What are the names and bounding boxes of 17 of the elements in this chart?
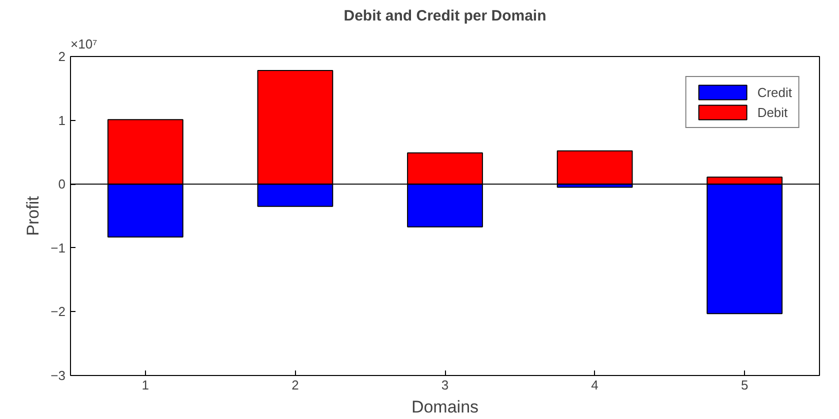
y-tick-label: 1 [58, 112, 66, 128]
x-tick-label: 2 [292, 378, 299, 392]
chart-title: Debit and Credit per Domain [344, 8, 546, 24]
legend-label: Debit [757, 104, 788, 120]
x-axis-title: Domains [411, 398, 479, 416]
legend-label: Credit [757, 84, 792, 100]
x-tick-label: 5 [740, 378, 748, 392]
y-tick-label: −2 [50, 304, 66, 320]
text: ×10⁷ [70, 36, 98, 52]
x-tick-label: 3 [441, 378, 449, 392]
y-tick-label: 0 [58, 176, 66, 192]
x-tick-label: 1 [142, 378, 150, 392]
x-tick-label: 4 [591, 378, 598, 392]
y-axis-title: Profit [24, 196, 43, 236]
y-tick-label: −1 [50, 240, 66, 256]
y-tick-label: 2 [58, 49, 66, 64]
y-tick-label: −3 [50, 368, 66, 383]
